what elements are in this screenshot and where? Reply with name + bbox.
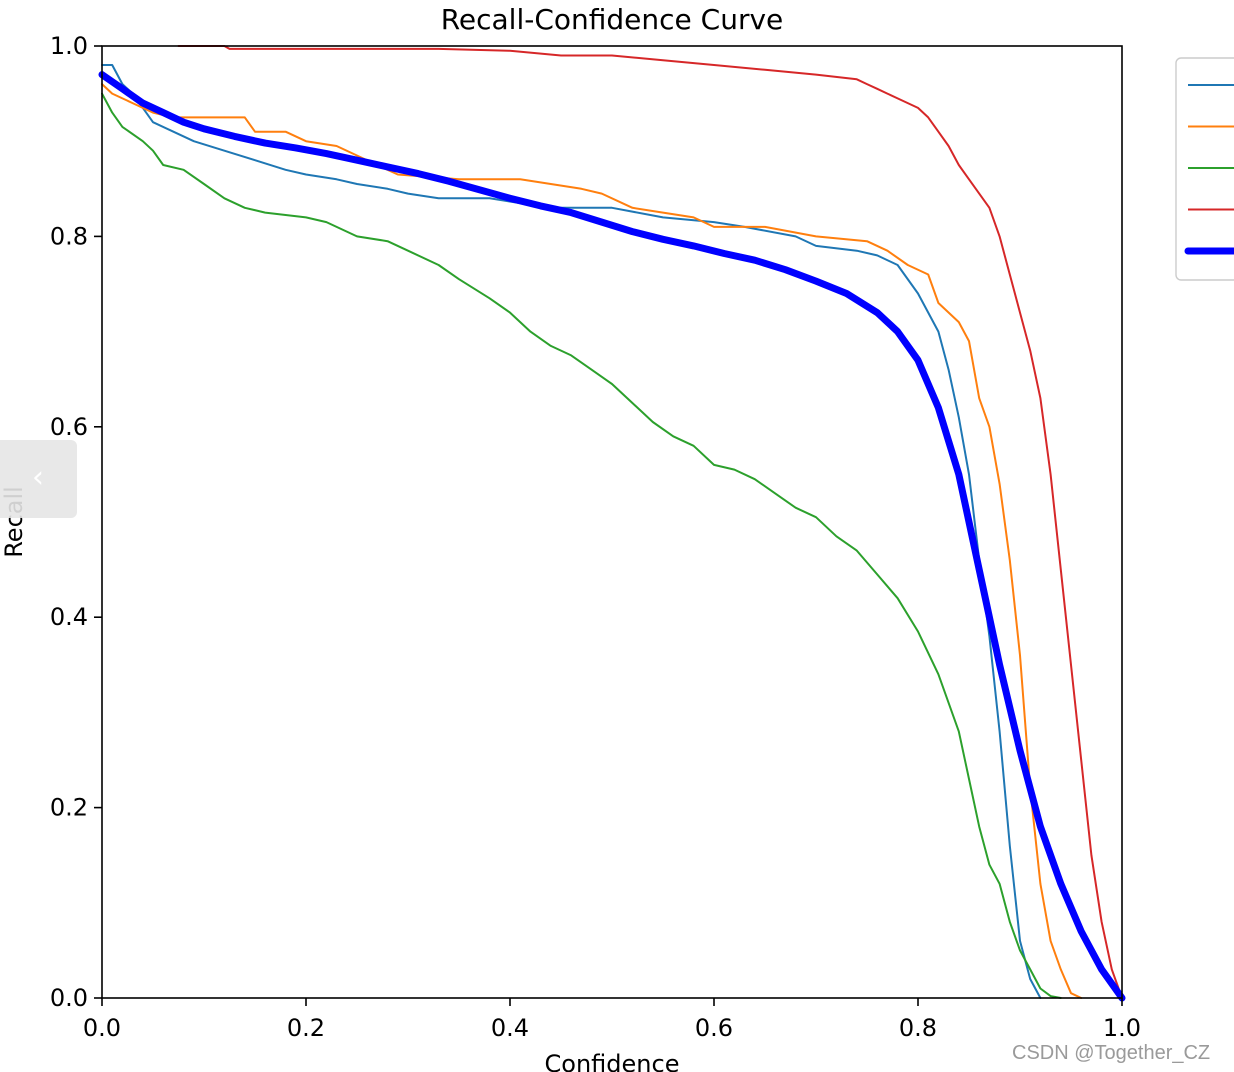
y-tick-label: 0.4 [50, 603, 88, 631]
x-tick-label: 1.0 [1103, 1014, 1141, 1042]
chevron-left-icon: ‹ [32, 460, 44, 495]
series-line-2 [101, 92, 1062, 999]
y-tick-label: 0.6 [50, 413, 88, 441]
series-line-1 [101, 83, 1083, 999]
y-tick-label: 0.2 [50, 794, 88, 822]
x-tick-label: 0.2 [287, 1014, 325, 1042]
plot-frame [101, 45, 1123, 999]
series-line-3 [177, 45, 1123, 999]
y-tick-label: 0.0 [50, 984, 88, 1012]
y-tick-label: 0.8 [50, 222, 88, 250]
y-tick-label: 1.0 [50, 32, 88, 60]
x-tick-label: 0.4 [491, 1014, 529, 1042]
x-tick-label: 0.0 [83, 1014, 121, 1042]
series-layer [98, 45, 1126, 1002]
series-line-4 [98, 71, 1126, 1002]
x-tick-label: 0.6 [695, 1014, 733, 1042]
series-line-0 [101, 64, 1042, 999]
tick-layer: 0.0 0.2 0.4 0.6 0.8 1.0 0.0 0.2 0.4 0.6 0.8 1.0 [50, 32, 1141, 1042]
chart-title: Recall-Confidence Curve [441, 3, 784, 36]
legend-entries [1184, 84, 1234, 255]
watermark: CSDN @Together_CZ [1012, 1042, 1211, 1064]
x-axis-label: Confidence [545, 1050, 680, 1072]
x-tick-label: 0.8 [899, 1014, 937, 1042]
legend [1175, 57, 1234, 281]
collapse-panel-tab[interactable]: ‹ [0, 440, 77, 518]
